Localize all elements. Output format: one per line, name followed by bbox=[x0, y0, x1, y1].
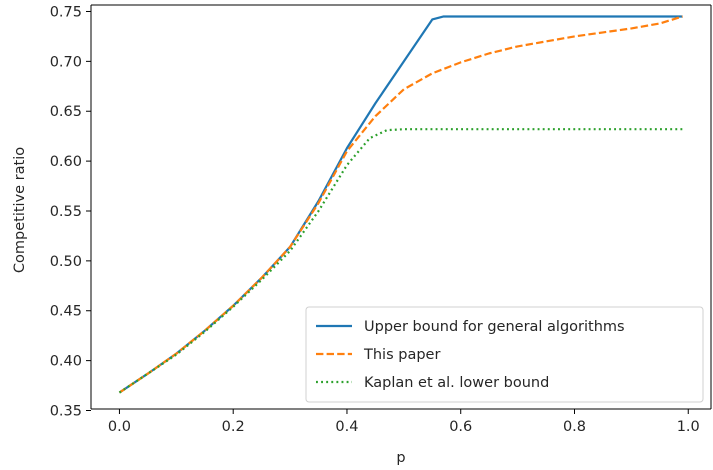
y-tick-label: 0.70 bbox=[50, 54, 82, 70]
y-axis-label: Competitive ratio bbox=[12, 147, 28, 273]
y-tick-label: 0.35 bbox=[50, 403, 82, 419]
x-tick-label: 0.4 bbox=[335, 419, 358, 435]
y-tick-label: 0.40 bbox=[50, 354, 82, 370]
y-tick-label: 0.65 bbox=[50, 104, 82, 120]
x-tick-label: 0.6 bbox=[449, 419, 472, 435]
legend-label-2: This paper bbox=[363, 347, 440, 363]
x-tick-label: 1.0 bbox=[677, 419, 700, 435]
y-tick-label: 0.75 bbox=[50, 4, 82, 20]
legend-box bbox=[305, 306, 704, 403]
y-tick-label: 0.60 bbox=[50, 154, 82, 170]
y-tick-label: 0.55 bbox=[50, 204, 82, 220]
x-tick-label: 0.2 bbox=[222, 419, 245, 435]
legend-label-1: Upper bound for general algorithms bbox=[364, 319, 625, 335]
series-line-3 bbox=[118, 128, 683, 394]
legend-label-3: Kaplan et al. lower bound bbox=[364, 375, 549, 391]
x-axis-label: p bbox=[396, 450, 405, 466]
x-tick-label: 0.0 bbox=[108, 419, 131, 435]
legend: Upper bound for general algorithms This p… bbox=[305, 306, 704, 403]
plot-area bbox=[118, 15, 683, 394]
x-tick-label: 0.8 bbox=[563, 419, 586, 435]
y-tick-label: 0.50 bbox=[50, 254, 82, 270]
y-tick-label: 0.45 bbox=[50, 304, 82, 320]
axes: 0.0 0.2 0.4 0.6 0.8 1.0 0.35 0.40 0.45 0.50 0.55 0.… bbox=[50, 4, 712, 435]
